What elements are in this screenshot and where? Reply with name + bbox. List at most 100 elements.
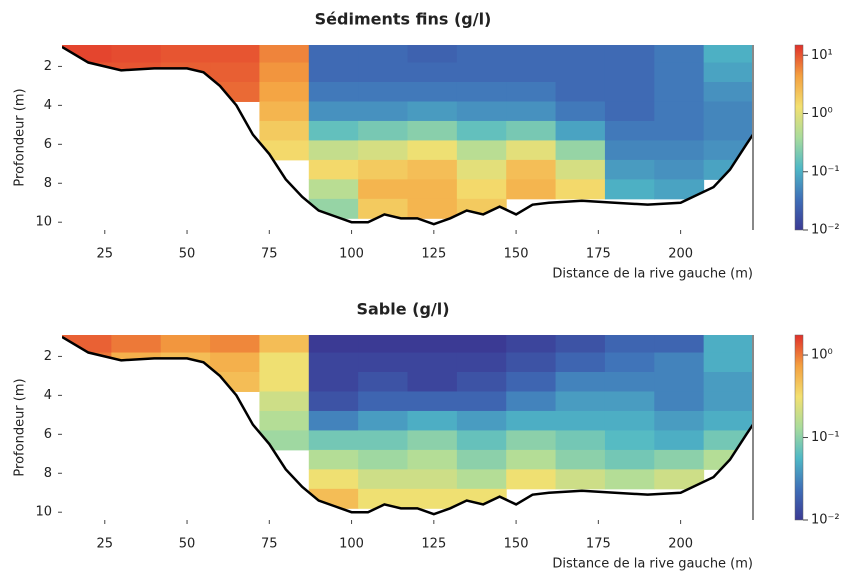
- heatmap-cell: [259, 120, 310, 141]
- heatmap-cell: [654, 62, 705, 83]
- heatmap-cell: [654, 352, 705, 373]
- y-tick-label: 8: [44, 466, 52, 481]
- heatmap-cell: [555, 179, 606, 200]
- heatmap-cell: [407, 410, 458, 431]
- heatmap-cell: [654, 101, 705, 122]
- heatmap-cell: [506, 140, 557, 161]
- heatmap-cell: [407, 179, 458, 200]
- y-tick-label: 6: [44, 137, 52, 152]
- heatmap-cell: [604, 45, 655, 64]
- heatmap-cell: [456, 469, 507, 490]
- x-tick-label: 75: [261, 537, 278, 552]
- heatmap-cell: [604, 469, 655, 490]
- bed-line: [62, 335, 753, 516]
- heatmap-cell: [308, 391, 359, 412]
- x-tick-label: 150: [504, 247, 529, 262]
- heatmap-cell: [358, 140, 408, 161]
- heatmap-cell: [358, 430, 408, 451]
- heatmap-cell: [654, 82, 705, 102]
- colorbar-tick-label: 10⁰: [811, 106, 833, 121]
- heatmap-cell: [654, 335, 705, 354]
- heatmap-cell: [604, 179, 655, 200]
- heatmap-cell: [654, 449, 705, 470]
- heatmap-cell: [407, 101, 458, 122]
- y-tick-label: 6: [44, 427, 52, 442]
- heatmap-cell: [506, 82, 557, 102]
- heatmap-cell: [555, 101, 606, 122]
- heatmap-cell: [555, 335, 606, 354]
- y-tick-label: 4: [44, 98, 52, 113]
- heatmap-cell: [456, 449, 507, 470]
- heatmap-cell: [604, 140, 655, 161]
- heatmap-cell: [456, 335, 507, 354]
- heatmap-cell: [407, 488, 458, 509]
- heatmap-cell: [456, 410, 507, 431]
- heatmap-cell: [604, 391, 655, 412]
- heatmap-cell: [555, 82, 606, 102]
- heatmap-cell: [506, 430, 557, 451]
- heatmap-cell: [407, 82, 458, 102]
- x-tick-label: 150: [504, 537, 529, 552]
- heatmap-cell: [654, 140, 705, 161]
- heatmap-cell: [308, 410, 359, 431]
- heatmap-cell: [555, 391, 606, 412]
- heatmap-cell: [703, 352, 753, 373]
- colorbar-tick-label: 10⁻²: [811, 513, 840, 528]
- heatmap-cell: [308, 352, 359, 373]
- x-tick-label: 200: [668, 247, 693, 262]
- heatmap-cell: [358, 335, 408, 354]
- heatmap-cell: [456, 120, 507, 141]
- heatmap: [62, 335, 753, 520]
- heatmap-cell: [407, 335, 458, 354]
- heatmap-cell: [308, 430, 359, 451]
- y-axis-label: Profondeur (m): [13, 378, 28, 476]
- heatmap-cell: [604, 430, 655, 451]
- heatmap-cell: [654, 120, 705, 141]
- colorbar-tick-label: 10¹: [811, 48, 833, 63]
- heatmap-cell: [259, 45, 310, 64]
- heatmap-cell: [654, 159, 705, 180]
- heatmap-cell: [506, 410, 557, 431]
- heatmap-cell: [407, 45, 458, 64]
- heatmap-cell: [604, 449, 655, 470]
- heatmap-cell: [308, 45, 359, 64]
- colorbar-tick-label: 10⁻²: [811, 223, 840, 238]
- bed-line: [62, 45, 753, 226]
- colorbar-tick-label: 10⁻¹: [811, 164, 840, 179]
- heatmap-cell: [506, 352, 557, 373]
- x-tick-label: 200: [668, 537, 693, 552]
- heatmap-cell: [358, 391, 408, 412]
- heatmap-cell: [308, 449, 359, 470]
- heatmap-cell: [555, 62, 606, 83]
- heatmap-cell: [555, 372, 606, 392]
- heatmap-cell: [407, 449, 458, 470]
- heatmap-cell: [308, 372, 359, 392]
- heatmap-cell: [358, 488, 408, 509]
- heatmap-cell: [456, 391, 507, 412]
- heatmap-cell: [308, 469, 359, 490]
- heatmap-cell: [259, 101, 310, 122]
- x-tick-label: 25: [97, 247, 114, 262]
- heatmap-cell: [456, 352, 507, 373]
- x-tick-label: 100: [339, 537, 364, 552]
- heatmap-cell: [407, 159, 458, 180]
- heatmap-cell: [506, 101, 557, 122]
- y-tick-label: 2: [44, 59, 52, 74]
- heatmap-cell: [456, 82, 507, 102]
- x-axis-label: Distance de la rive gauche (m): [552, 267, 753, 282]
- heatmap-cell: [506, 372, 557, 392]
- heatmap-cell: [111, 45, 162, 64]
- heatmap-cell: [358, 449, 408, 470]
- heatmap-cell: [703, 335, 753, 354]
- heatmap-cell: [703, 101, 753, 122]
- heatmap-cell: [555, 45, 606, 64]
- heatmap-cell: [506, 335, 557, 354]
- heatmap-cell: [654, 179, 705, 200]
- heatmap-cell: [506, 120, 557, 141]
- colorbar: [794, 44, 804, 231]
- heatmap-cell: [456, 159, 507, 180]
- heatmap-cell: [703, 391, 753, 412]
- heatmap-cell: [111, 335, 162, 354]
- heatmap-cell: [604, 335, 655, 354]
- y-tick-label: 2: [44, 349, 52, 364]
